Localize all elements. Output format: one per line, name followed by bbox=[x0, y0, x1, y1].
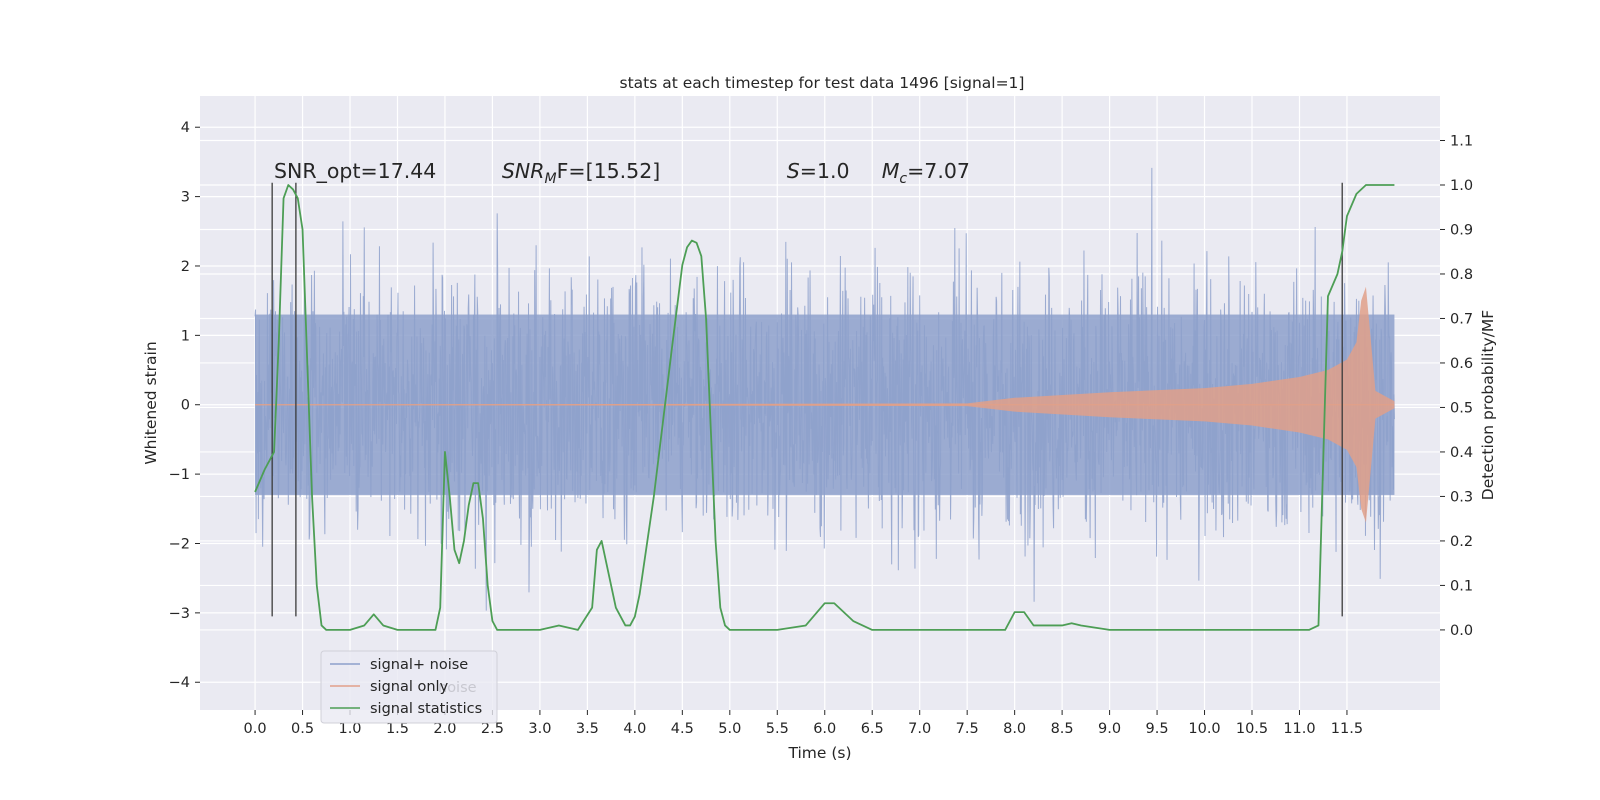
legend-label-stats: signal statistics bbox=[370, 701, 482, 717]
x-tick-label-2: 1.0 bbox=[338, 721, 361, 737]
legend-label-noise: signal+ noise bbox=[370, 657, 468, 673]
y2-tick-label-1: 1.0 bbox=[1450, 178, 1473, 194]
y2-tick-label-2: 0.9 bbox=[1450, 222, 1473, 238]
y-tick-label-3: 1 bbox=[181, 328, 190, 344]
x-axis-ticks: 0.0 0.5 1.0 1.5 2.0 2.5 3.0 3.5 4.0 4.5 5.0 5.5 6.0 6… bbox=[244, 710, 1363, 737]
annotation-2: S=1.0 bbox=[787, 159, 850, 183]
x-tick-label-4: 2.0 bbox=[433, 721, 456, 737]
statistics-line bbox=[254, 184, 1395, 631]
x-tick-label-16: 8.0 bbox=[1003, 721, 1026, 737]
x-tick-label-17: 8.5 bbox=[1051, 721, 1074, 737]
y-axis-ticks: 4 3 2 1 0 −1 −2 −3 −4 bbox=[169, 120, 200, 691]
y2-axis-label: Detection probability/MF bbox=[1479, 310, 1497, 501]
y2-tick-label-10: 0.1 bbox=[1450, 578, 1473, 594]
y2-axis-ticks: 1.1 1.0 0.9 0.8 0.7 0.6 0.5 0.4 0.3 0.2 0.1 0.0 bbox=[1440, 133, 1473, 639]
y-tick-label-6: −2 bbox=[169, 536, 190, 552]
y-tick-label-2: 2 bbox=[181, 259, 190, 275]
x-tick-label-23: 11.5 bbox=[1331, 721, 1363, 737]
y-tick-label-4: 0 bbox=[181, 398, 190, 414]
x-tick-label-21: 10.5 bbox=[1236, 721, 1268, 737]
y2-tick-label-8: 0.3 bbox=[1450, 489, 1473, 505]
x-tick-label-11: 5.5 bbox=[766, 721, 789, 737]
x-axis-label: Time (s) bbox=[787, 744, 851, 762]
legend: noise signal+ noise signal only signal s… bbox=[320, 650, 498, 724]
x-tick-label-14: 7.0 bbox=[908, 721, 931, 737]
legend-ghost-text: noise bbox=[438, 680, 477, 696]
y-tick-label-0: 4 bbox=[181, 120, 190, 136]
y-tick-label-5: −1 bbox=[169, 467, 190, 483]
x-tick-label-20: 10.0 bbox=[1188, 721, 1220, 737]
y-tick-label-7: −3 bbox=[169, 606, 190, 622]
annotation-1: SNRMF=[15.52] bbox=[502, 159, 660, 187]
x-tick-label-8: 4.0 bbox=[623, 721, 646, 737]
y2-tick-label-11: 0.0 bbox=[1450, 623, 1473, 639]
annotation-3: Mc=7.07 bbox=[882, 159, 970, 187]
y2-tick-label-4: 0.7 bbox=[1450, 311, 1473, 327]
y2-tick-label-5: 0.6 bbox=[1450, 356, 1473, 372]
legend-label-signal: signal only bbox=[370, 679, 449, 695]
x-tick-label-10: 5.0 bbox=[718, 721, 741, 737]
y-tick-label-1: 3 bbox=[181, 190, 190, 206]
chart-title: stats at each timestep for test data 149… bbox=[620, 74, 1025, 92]
x-tick-label-1: 0.5 bbox=[291, 721, 314, 737]
x-tick-label-9: 4.5 bbox=[671, 721, 694, 737]
x-tick-label-5: 2.5 bbox=[481, 721, 504, 737]
y2-tick-label-0: 1.1 bbox=[1450, 133, 1473, 149]
annotation-0: SNR_opt=17.44 bbox=[274, 159, 436, 184]
y2-tick-label-7: 0.4 bbox=[1450, 445, 1473, 461]
x-tick-label-7: 3.5 bbox=[576, 721, 599, 737]
x-tick-label-6: 3.0 bbox=[528, 721, 551, 737]
x-tick-label-3: 1.5 bbox=[386, 721, 409, 737]
x-tick-label-22: 11.0 bbox=[1283, 721, 1315, 737]
x-tick-label-12: 6.0 bbox=[813, 721, 836, 737]
x-tick-label-13: 6.5 bbox=[861, 721, 884, 737]
x-tick-label-19: 9.5 bbox=[1146, 721, 1169, 737]
y2-tick-label-9: 0.2 bbox=[1450, 534, 1473, 550]
annotations: SNR_opt=17.44 SNRMF=[15.52] S=1.0 Mc=7.07 bbox=[274, 159, 970, 187]
signal-series bbox=[255, 286, 1395, 523]
y-tick-label-8: −4 bbox=[169, 675, 190, 691]
y2-tick-label-6: 0.5 bbox=[1450, 400, 1473, 416]
legend-box bbox=[320, 650, 498, 724]
y-axis-label: Whitened strain bbox=[142, 341, 160, 464]
x-tick-label-15: 7.5 bbox=[956, 721, 979, 737]
x-tick-label-18: 9.0 bbox=[1098, 721, 1121, 737]
x-tick-label-0: 0.0 bbox=[244, 721, 267, 737]
y2-tick-label-3: 0.8 bbox=[1450, 267, 1473, 283]
statistics-series bbox=[254, 184, 1395, 631]
